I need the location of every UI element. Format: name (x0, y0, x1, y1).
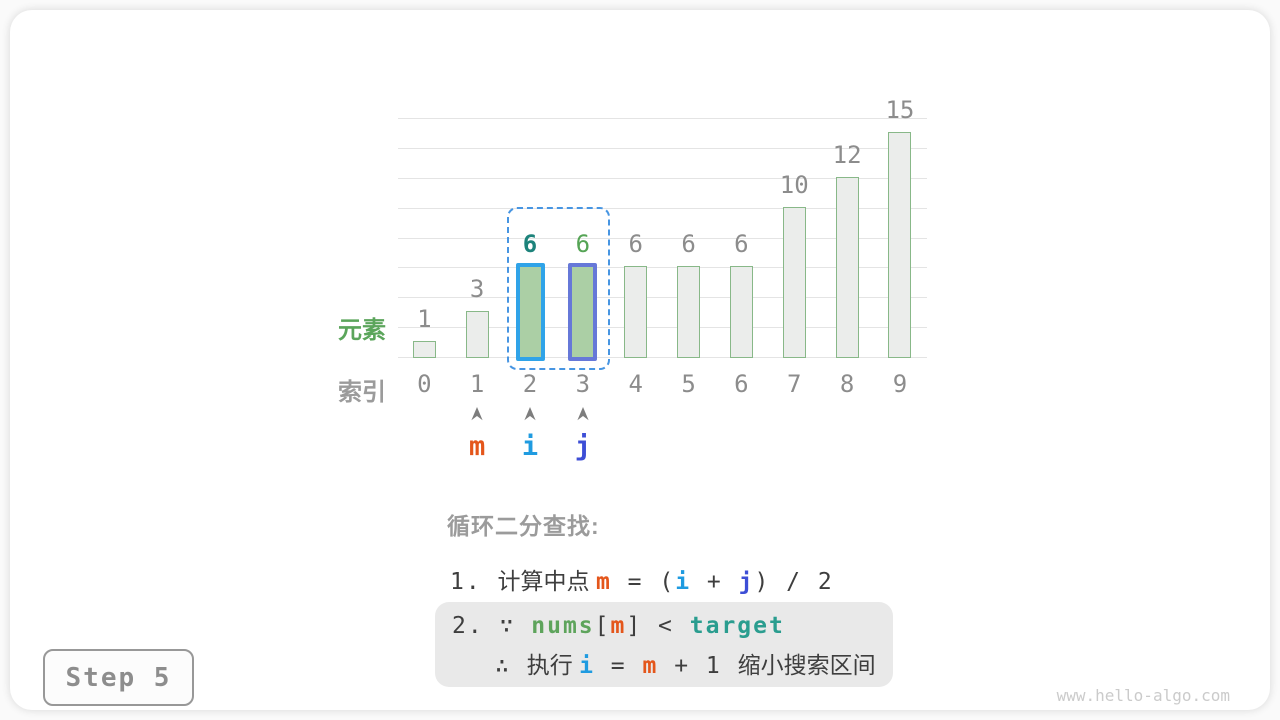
bar-index-label: 6 (734, 370, 749, 398)
step-line-1: 1. 计算中点 m = (i + j) / 2 (450, 562, 834, 596)
text-segment: nums (531, 613, 595, 639)
conclusion-box: 2. ∵ nums[m] < target ∴ 执行 i = m + 1 缩小搜… (435, 602, 893, 687)
text-segment: ∴ (495, 653, 527, 679)
bar-index-label: 9 (892, 370, 908, 398)
selection-box (506, 207, 611, 370)
conclusion-line-2: ∴ 执行 i = m + 1 缩小搜索区间 (495, 646, 876, 680)
gridline (398, 207, 927, 209)
text-segment: 缩小搜索区间 (737, 652, 876, 678)
text-segment: ∵ (499, 613, 532, 639)
text-segment: [ (594, 613, 611, 639)
text-segment: m (610, 613, 627, 639)
gridline (398, 177, 927, 179)
bar (782, 206, 806, 358)
text-segment: = (594, 653, 643, 679)
bar-index-label: 0 (417, 370, 432, 398)
bar-value-label: 6 (522, 230, 538, 259)
up-arrow-icon (576, 407, 590, 421)
text-segment: m (642, 653, 659, 679)
bar-index-label: 3 (575, 370, 591, 398)
text-segment: i (675, 569, 692, 595)
bar (835, 176, 859, 358)
gridline (398, 147, 927, 149)
gridline (398, 118, 927, 119)
bar (677, 266, 701, 358)
gridline (398, 237, 927, 239)
gridline (398, 327, 927, 329)
text-segment: m (595, 569, 612, 595)
bar-value-label: 6 (628, 230, 643, 259)
text-segment: 2. (452, 613, 500, 639)
bar (624, 266, 648, 358)
text-segment: i (579, 653, 595, 679)
bar-index-label: 7 (787, 370, 802, 398)
bar (568, 263, 598, 361)
bar-index-label: 2 (522, 370, 538, 398)
up-arrow-icon (523, 407, 537, 421)
conclusion-line-1: 2. ∵ nums[m] < target (452, 612, 785, 639)
bar-value-label: 15 (885, 95, 915, 124)
bar-value-label: 12 (832, 140, 862, 169)
bar-value-label: 1 (417, 305, 432, 334)
gridline (398, 297, 927, 299)
pointer-label-i: i (521, 431, 539, 462)
step-badge-label: Step 5 (65, 662, 172, 693)
bar (412, 341, 436, 358)
text-segment: ) / 2 (754, 569, 834, 595)
algorithm-heading: 循环二分查找: (447, 513, 600, 539)
text-segment: = ( (611, 569, 676, 595)
watermark: www.hello-algo.com (1056, 686, 1230, 705)
bar-value-label: 6 (575, 230, 591, 259)
element-axis-label: 元素 (338, 317, 386, 344)
bar (888, 131, 912, 358)
bar-value-label: 3 (469, 275, 485, 304)
text-segment: ] < (626, 613, 690, 639)
step-badge: Step 5 (43, 649, 194, 706)
pointer-label-m: m (469, 431, 486, 462)
bar (465, 311, 489, 358)
bar (515, 263, 545, 361)
text-segment: j (738, 569, 755, 595)
bar-value-label: 6 (734, 230, 749, 259)
text-segment: + (691, 569, 739, 595)
gridline (398, 357, 927, 358)
up-arrow-icon (470, 407, 484, 421)
bar-index-label: 1 (469, 370, 485, 398)
text-segment: target (689, 613, 785, 639)
text-segment: 执行 (526, 652, 580, 678)
text-segment: + 1 (658, 653, 738, 679)
text-segment: 计算中点 (497, 568, 596, 594)
bar-value-label: 10 (779, 170, 809, 199)
bar (729, 266, 753, 358)
pointer-label-j: j (574, 431, 591, 462)
bar-index-label: 4 (628, 370, 643, 398)
bar-index-label: 8 (839, 370, 855, 398)
gridline (398, 267, 927, 269)
diagram-card: 1 0 3 1 6 2 6 3 6 4 6 5 6 6 10 7 12 8 15 9 m i j 元素 索引 循环二分查找:… (10, 10, 1270, 710)
index-axis-label: 索引 (338, 379, 386, 406)
text-segment: 1. (450, 569, 498, 595)
bar-value-label: 6 (681, 230, 696, 259)
bar-index-label: 5 (681, 370, 696, 398)
